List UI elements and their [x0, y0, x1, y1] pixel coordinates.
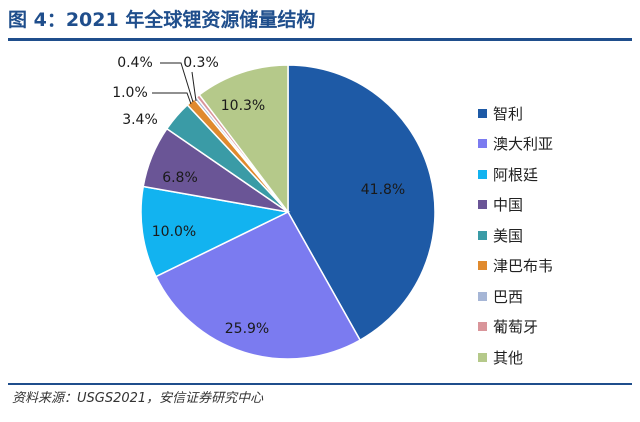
legend-item-3: 阿根廷	[478, 159, 628, 190]
legend-label: 津巴布韦	[493, 257, 554, 276]
legend-swatch	[478, 230, 487, 240]
legend-item-9: 其他	[478, 342, 628, 373]
slice-label-2: 25.9%	[225, 321, 269, 337]
legend-swatch	[478, 139, 487, 149]
slice-label-3: 10.0%	[152, 224, 196, 240]
legend-item-5: 美国	[478, 220, 628, 251]
legend-swatch	[478, 261, 487, 271]
legend-swatch	[478, 200, 487, 210]
leader-line-8	[160, 62, 194, 103]
legend-swatch	[478, 322, 487, 332]
legend-item-6: 津巴布韦	[478, 251, 628, 282]
pie-slice-1	[287, 64, 436, 342]
slice-label-6: 1.0%	[112, 85, 148, 101]
legend-swatch	[478, 291, 487, 301]
slice-label-9: 10.3%	[221, 98, 265, 114]
pie-slice-2	[154, 211, 362, 360]
legend-item-2: 澳大利亚	[478, 129, 628, 160]
slice-label-4: 6.8%	[162, 170, 198, 186]
legend-label: 智利	[493, 104, 524, 123]
legend-item-8: 葡萄牙	[478, 312, 628, 343]
legend-label: 其他	[493, 348, 524, 367]
title-divider	[8, 38, 632, 41]
legend-item-7: 巴西	[478, 281, 628, 312]
legend-swatch	[478, 108, 487, 118]
leader-line-6	[152, 92, 192, 105]
chart-legend: 智利澳大利亚阿根廷中国美国津巴布韦巴西葡萄牙其他	[478, 98, 628, 373]
slice-label-1: 41.8%	[361, 182, 405, 198]
legend-label: 阿根廷	[493, 165, 539, 184]
legend-swatch	[478, 169, 487, 179]
slice-label-7: 0.3%	[183, 55, 219, 71]
legend-label: 美国	[493, 226, 524, 245]
slice-label-5: 3.4%	[122, 112, 158, 128]
pie-slice-3	[140, 185, 291, 278]
legend-label: 巴西	[493, 287, 524, 306]
legend-label: 澳大利亚	[493, 135, 554, 154]
source-note: 资料来源：USGS2021，安信证券研究中心	[12, 391, 264, 406]
legend-item-1: 智利	[478, 98, 628, 129]
legend-label: 葡萄牙	[493, 318, 539, 337]
source-divider	[8, 383, 632, 385]
pie-slice-9	[198, 64, 289, 215]
chart-title: 图 4：2021 年全球锂资源储量结构	[8, 9, 316, 31]
legend-item-4: 中国	[478, 190, 628, 221]
legend-label: 中国	[493, 196, 524, 215]
slice-label-8: 0.4%	[117, 55, 153, 71]
leader-line-7	[191, 71, 197, 102]
legend-swatch	[478, 352, 487, 362]
